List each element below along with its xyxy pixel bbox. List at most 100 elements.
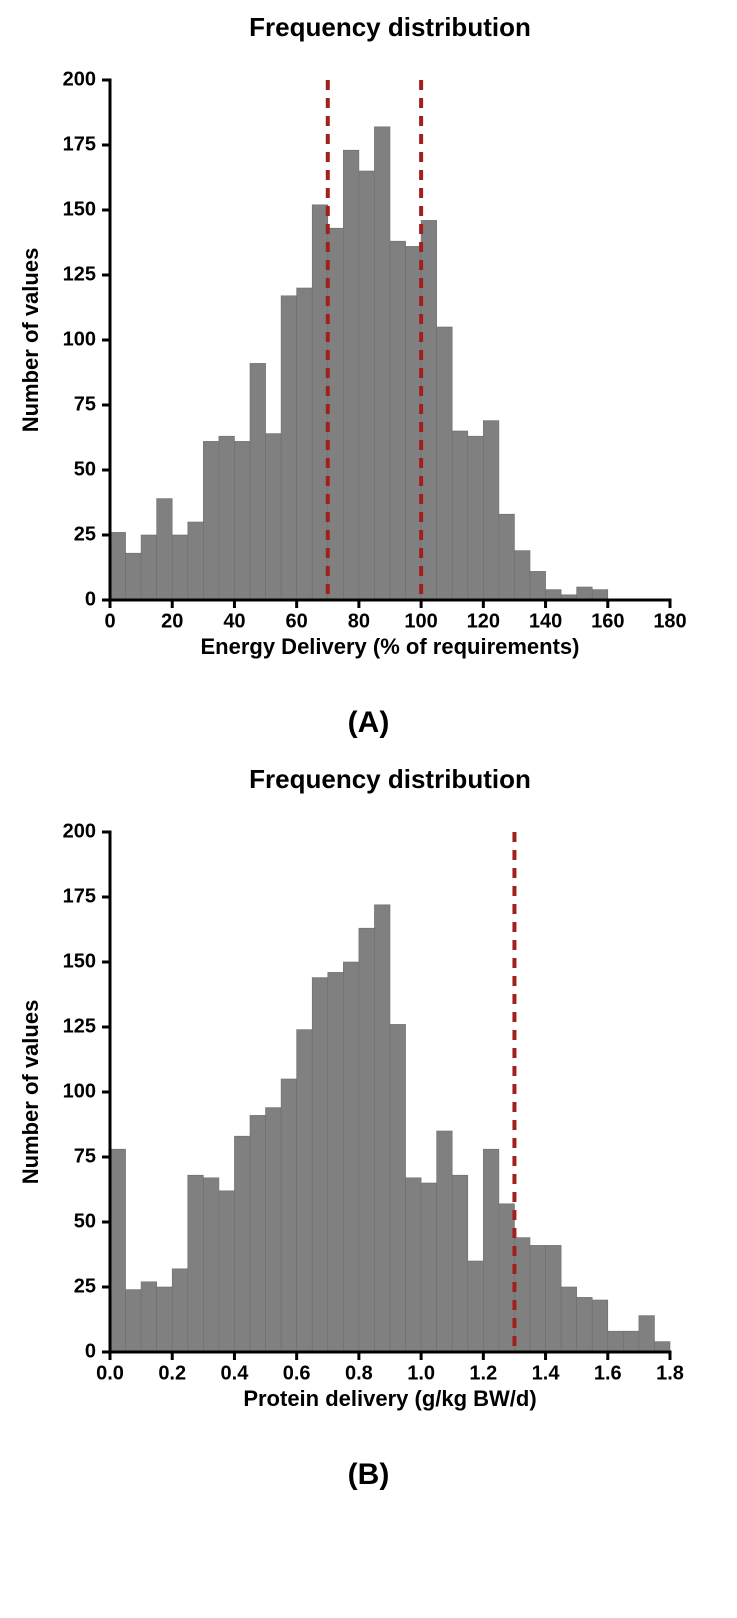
histogram-bar [468, 436, 484, 600]
histogram-bar [577, 1297, 593, 1352]
histogram-bar [499, 1204, 515, 1352]
histogram-bar [234, 441, 250, 600]
histogram-bar [406, 1178, 422, 1352]
histogram-bar [592, 1300, 608, 1352]
histogram-bar [297, 1030, 313, 1352]
histogram-bar [452, 431, 468, 600]
y-tick-label: 25 [74, 1275, 96, 1297]
histogram-bar [219, 436, 235, 600]
histogram-bar [328, 228, 344, 600]
x-tick-label: 100 [404, 611, 437, 633]
chart-title: Frequency distribution [249, 764, 531, 794]
histogram-bar [437, 327, 453, 600]
x-tick-label: 20 [161, 611, 183, 633]
histogram-bar [514, 1238, 530, 1352]
histogram-bar [390, 1024, 406, 1352]
histogram-bar [266, 1108, 282, 1352]
x-tick-label: 180 [653, 611, 686, 633]
chart-b-svg: 02550751001251501752000.00.20.40.60.81.0… [0, 752, 737, 1452]
histogram-bar [468, 1261, 484, 1352]
histogram-bar [250, 363, 266, 600]
histogram-bar [266, 434, 282, 600]
histogram-bar [359, 171, 375, 600]
panel-a: 0255075100125150175200020406080100120140… [0, 0, 737, 740]
histogram-bar [343, 962, 359, 1352]
histogram-bar [250, 1115, 266, 1352]
x-tick-label: 60 [286, 611, 308, 633]
y-axis-label: Number of values [18, 248, 43, 433]
histogram-bar [577, 587, 593, 600]
histogram-bar [126, 1290, 142, 1352]
chart-title: Frequency distribution [249, 12, 531, 42]
histogram-bar [328, 972, 344, 1352]
histogram-bar [312, 978, 328, 1352]
y-tick-label: 25 [74, 523, 96, 545]
x-tick-label: 1.6 [594, 1363, 622, 1385]
histogram-bar [203, 441, 219, 600]
histogram-bar [452, 1175, 468, 1352]
histogram-bar [374, 127, 390, 600]
histogram-bar [546, 1245, 562, 1352]
histogram-bar [234, 1136, 250, 1352]
histogram-bar [654, 1342, 670, 1352]
x-axis-label: Energy Delivery (% of requirements) [200, 634, 579, 659]
y-tick-label: 150 [63, 198, 96, 220]
x-tick-label: 0.0 [96, 1363, 124, 1385]
x-tick-label: 80 [348, 611, 370, 633]
y-tick-label: 150 [63, 950, 96, 972]
histogram-bar [359, 928, 375, 1352]
histogram-bar [483, 1149, 499, 1352]
histogram-bar [110, 532, 126, 600]
y-tick-label: 175 [63, 885, 96, 907]
histogram-bar [157, 1287, 173, 1352]
x-tick-label: 120 [467, 611, 500, 633]
histogram-bar [343, 150, 359, 600]
y-tick-label: 200 [63, 68, 96, 90]
y-tick-label: 50 [74, 1210, 96, 1232]
y-tick-label: 0 [85, 588, 96, 610]
x-tick-label: 0.2 [158, 1363, 186, 1385]
histogram-bar [561, 1287, 577, 1352]
histogram-bar [126, 553, 142, 600]
histogram-bar [608, 1331, 624, 1352]
histogram-bar [141, 535, 157, 600]
y-tick-label: 100 [63, 1080, 96, 1102]
histogram-bar [421, 220, 437, 600]
histogram-bar [281, 296, 297, 600]
histogram-bar [546, 590, 562, 600]
y-tick-label: 100 [63, 328, 96, 350]
histogram-bar [297, 288, 313, 600]
x-tick-label: 40 [223, 611, 245, 633]
histogram-bar [483, 421, 499, 600]
panel-a-letter: (A) [0, 706, 737, 740]
page: 0255075100125150175200020406080100120140… [0, 0, 737, 1492]
histogram-bar [172, 535, 188, 600]
histogram-bar [499, 514, 515, 600]
histogram-bar [188, 522, 204, 600]
x-tick-label: 1.2 [469, 1363, 497, 1385]
histogram-bar [406, 246, 422, 600]
histogram-bar [421, 1183, 437, 1352]
y-tick-label: 75 [74, 393, 96, 415]
x-tick-label: 0.4 [221, 1363, 250, 1385]
y-tick-label: 0 [85, 1340, 96, 1362]
histogram-bar [639, 1316, 655, 1352]
histogram-bar [219, 1191, 235, 1352]
histogram-bar [530, 1245, 546, 1352]
histogram-bar [390, 241, 406, 600]
y-tick-label: 50 [74, 458, 96, 480]
histogram-bar [514, 551, 530, 600]
histogram-bar [110, 1149, 126, 1352]
panel-b-letter: (B) [0, 1458, 737, 1492]
histogram-bar [623, 1331, 639, 1352]
histogram-bar [141, 1282, 157, 1352]
histogram-bar [157, 499, 173, 600]
y-tick-label: 125 [63, 1015, 96, 1037]
panel-b: 02550751001251501752000.00.20.40.60.81.0… [0, 752, 737, 1492]
x-tick-label: 1.0 [407, 1363, 435, 1385]
chart-a-svg: 0255075100125150175200020406080100120140… [0, 0, 737, 700]
x-tick-label: 160 [591, 611, 624, 633]
y-tick-label: 175 [63, 133, 96, 155]
histogram-bar [437, 1131, 453, 1352]
histogram-bar [530, 571, 546, 600]
